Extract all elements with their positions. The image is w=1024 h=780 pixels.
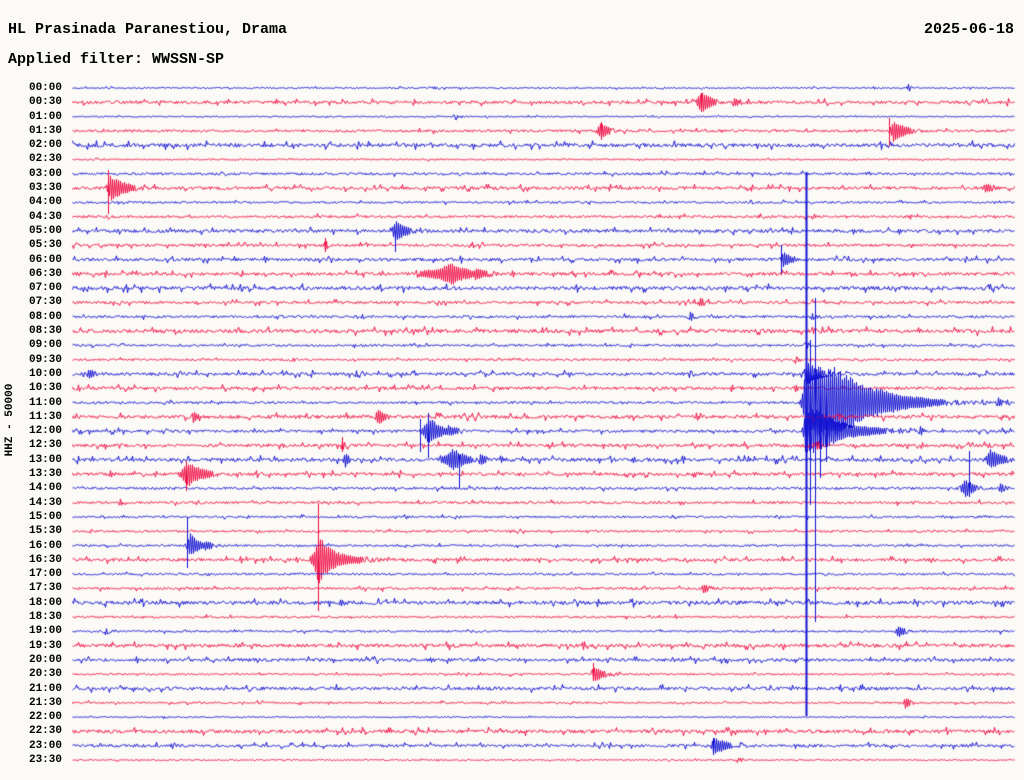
time-label: 20:00 xyxy=(28,653,62,666)
time-label: 23:30 xyxy=(28,754,62,766)
time-label: 10:00 xyxy=(28,367,62,380)
time-label: 15:00 xyxy=(28,510,62,523)
time-label: 18:00 xyxy=(28,596,62,609)
time-label: 05:30 xyxy=(28,239,62,252)
time-label: 08:00 xyxy=(28,310,62,323)
time-label: 15:30 xyxy=(28,525,62,538)
time-label: 00:30 xyxy=(28,96,62,109)
time-label: 16:00 xyxy=(28,539,62,552)
time-label: 14:00 xyxy=(28,482,62,495)
time-label: 10:30 xyxy=(28,382,62,395)
time-label: 06:00 xyxy=(28,253,62,266)
time-label: 12:00 xyxy=(28,425,62,438)
time-label: 04:00 xyxy=(28,196,62,209)
time-label: 01:00 xyxy=(28,110,62,123)
time-label: 19:00 xyxy=(28,625,62,638)
time-label: 05:00 xyxy=(28,224,62,237)
time-label: 21:00 xyxy=(28,682,62,695)
time-label: 03:00 xyxy=(28,167,62,180)
time-label: 04:30 xyxy=(28,210,62,223)
time-label: 22:00 xyxy=(28,711,62,724)
time-label: 19:30 xyxy=(28,639,62,652)
time-label: 22:30 xyxy=(28,725,62,738)
time-label: 02:30 xyxy=(28,153,62,166)
time-label: 11:00 xyxy=(28,396,62,409)
time-label: 06:30 xyxy=(28,267,62,280)
time-label: 09:30 xyxy=(28,353,62,366)
time-label: 09:00 xyxy=(28,339,62,352)
time-label: 12:30 xyxy=(28,439,62,452)
time-label: 01:30 xyxy=(28,124,62,137)
time-label: 16:30 xyxy=(28,553,62,566)
time-label: 03:30 xyxy=(28,182,62,195)
time-label: 20:30 xyxy=(28,668,62,681)
time-label: 11:30 xyxy=(28,410,62,423)
time-label: 07:30 xyxy=(28,296,62,309)
y-axis-label: HHZ - 50000 xyxy=(4,383,16,457)
time-label: 23:00 xyxy=(28,739,62,752)
time-label: 13:30 xyxy=(28,468,62,481)
time-label: 17:30 xyxy=(28,582,62,595)
time-label: 02:00 xyxy=(28,139,62,152)
time-label: 14:30 xyxy=(28,496,62,509)
time-label: 18:30 xyxy=(28,611,62,624)
time-label: 00:00 xyxy=(28,82,62,94)
time-label: 21:30 xyxy=(28,696,62,709)
time-label: 08:30 xyxy=(28,325,62,338)
time-label: 17:00 xyxy=(28,568,62,581)
time-label: 07:00 xyxy=(28,282,62,295)
time-label: 13:00 xyxy=(28,453,62,466)
